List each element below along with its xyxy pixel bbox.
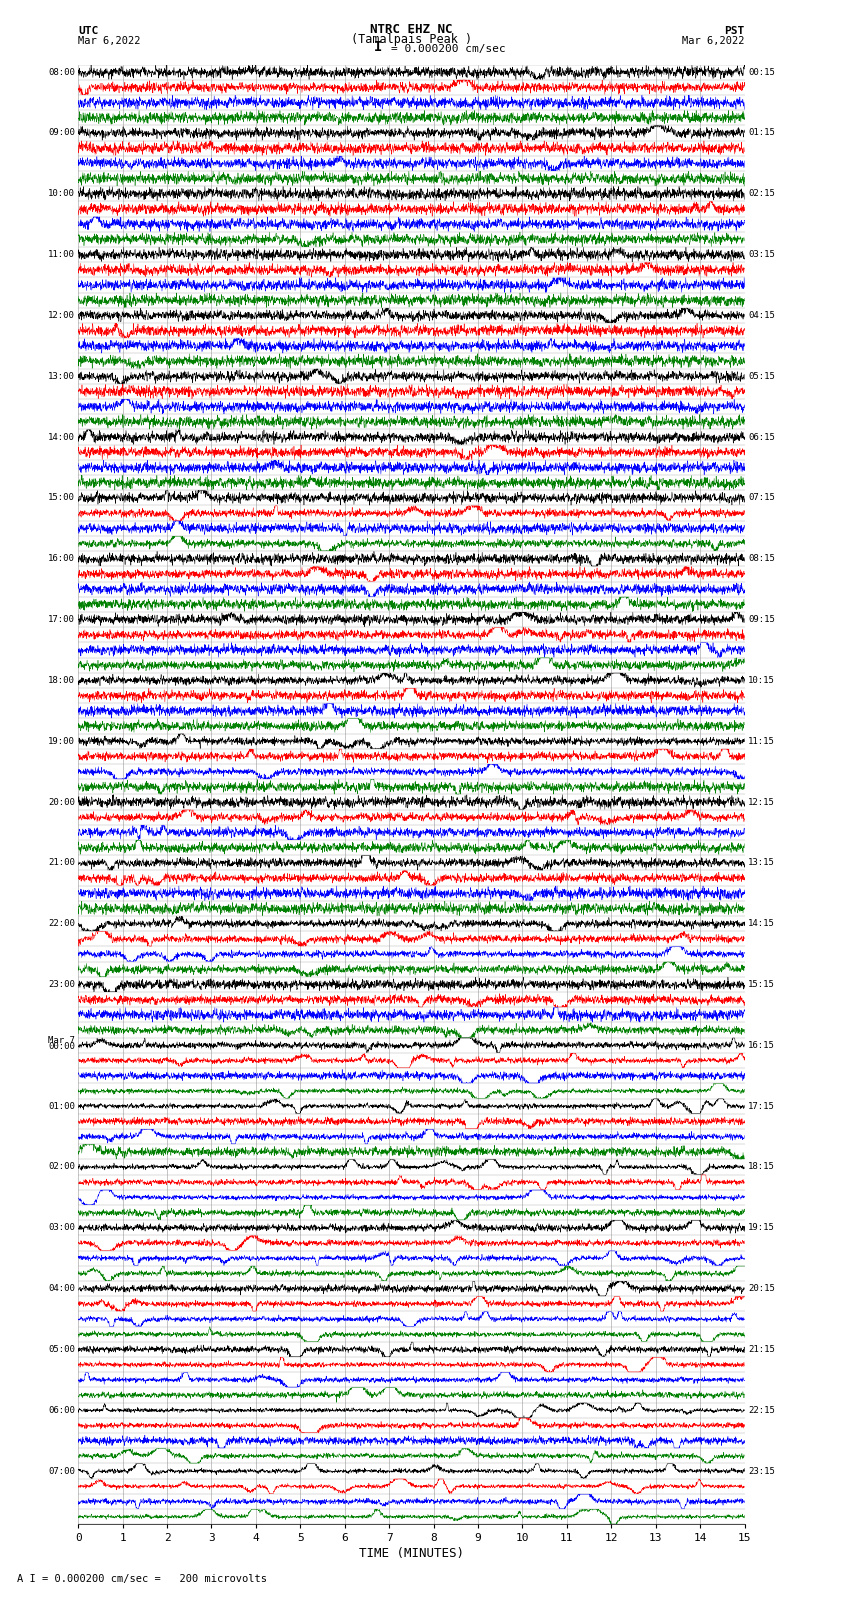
Text: 23:15: 23:15 xyxy=(748,1466,775,1476)
Text: 11:00: 11:00 xyxy=(48,250,75,260)
Text: 00:15: 00:15 xyxy=(748,68,775,77)
Text: I: I xyxy=(374,40,382,53)
Text: 06:15: 06:15 xyxy=(748,432,775,442)
Text: 21:15: 21:15 xyxy=(748,1345,775,1353)
Text: 14:00: 14:00 xyxy=(48,432,75,442)
Text: 11:15: 11:15 xyxy=(748,737,775,745)
Text: 07:00: 07:00 xyxy=(48,1466,75,1476)
Text: 20:15: 20:15 xyxy=(748,1284,775,1294)
Text: 10:15: 10:15 xyxy=(748,676,775,686)
Text: 04:00: 04:00 xyxy=(48,1284,75,1294)
Text: 13:00: 13:00 xyxy=(48,371,75,381)
Text: 17:00: 17:00 xyxy=(48,615,75,624)
Text: 03:15: 03:15 xyxy=(748,250,775,260)
Text: 05:00: 05:00 xyxy=(48,1345,75,1353)
Text: 06:00: 06:00 xyxy=(48,1407,75,1415)
Text: 13:15: 13:15 xyxy=(748,858,775,868)
Text: UTC: UTC xyxy=(78,26,99,37)
Text: 03:00: 03:00 xyxy=(48,1223,75,1232)
Text: 18:15: 18:15 xyxy=(748,1163,775,1171)
Text: PST: PST xyxy=(724,26,745,37)
Text: 09:15: 09:15 xyxy=(748,615,775,624)
Text: 09:00: 09:00 xyxy=(48,129,75,137)
Text: 12:15: 12:15 xyxy=(748,797,775,806)
Text: 16:15: 16:15 xyxy=(748,1040,775,1050)
Text: 22:00: 22:00 xyxy=(48,919,75,927)
Text: = 0.000200 cm/sec: = 0.000200 cm/sec xyxy=(391,44,506,53)
Text: Mar 6,2022: Mar 6,2022 xyxy=(682,35,745,45)
Text: 20:00: 20:00 xyxy=(48,797,75,806)
Text: 15:15: 15:15 xyxy=(748,981,775,989)
Text: 02:15: 02:15 xyxy=(748,189,775,198)
Text: 12:00: 12:00 xyxy=(48,311,75,319)
Text: 18:00: 18:00 xyxy=(48,676,75,686)
Text: 08:00: 08:00 xyxy=(48,68,75,77)
Text: 05:15: 05:15 xyxy=(748,371,775,381)
Text: 02:00: 02:00 xyxy=(48,1163,75,1171)
Text: 10:00: 10:00 xyxy=(48,189,75,198)
Text: 08:15: 08:15 xyxy=(748,555,775,563)
Text: 17:15: 17:15 xyxy=(748,1102,775,1111)
Text: Mar 6,2022: Mar 6,2022 xyxy=(78,35,141,45)
Text: 19:15: 19:15 xyxy=(748,1223,775,1232)
Text: 00:00: 00:00 xyxy=(48,1042,75,1052)
Text: 04:15: 04:15 xyxy=(748,311,775,319)
Text: 21:00: 21:00 xyxy=(48,858,75,868)
Text: 01:15: 01:15 xyxy=(748,129,775,137)
Text: Mar 7: Mar 7 xyxy=(48,1036,75,1045)
Text: 01:00: 01:00 xyxy=(48,1102,75,1111)
Text: 16:00: 16:00 xyxy=(48,555,75,563)
Text: 07:15: 07:15 xyxy=(748,494,775,502)
Text: 23:00: 23:00 xyxy=(48,981,75,989)
Text: 19:00: 19:00 xyxy=(48,737,75,745)
Text: (Tamalpais Peak ): (Tamalpais Peak ) xyxy=(351,32,472,45)
Text: NTRC EHZ NC: NTRC EHZ NC xyxy=(370,23,453,37)
Text: 14:15: 14:15 xyxy=(748,919,775,927)
Text: A I = 0.000200 cm/sec =   200 microvolts: A I = 0.000200 cm/sec = 200 microvolts xyxy=(17,1574,267,1584)
Text: 22:15: 22:15 xyxy=(748,1407,775,1415)
Text: 15:00: 15:00 xyxy=(48,494,75,502)
X-axis label: TIME (MINUTES): TIME (MINUTES) xyxy=(359,1547,464,1560)
